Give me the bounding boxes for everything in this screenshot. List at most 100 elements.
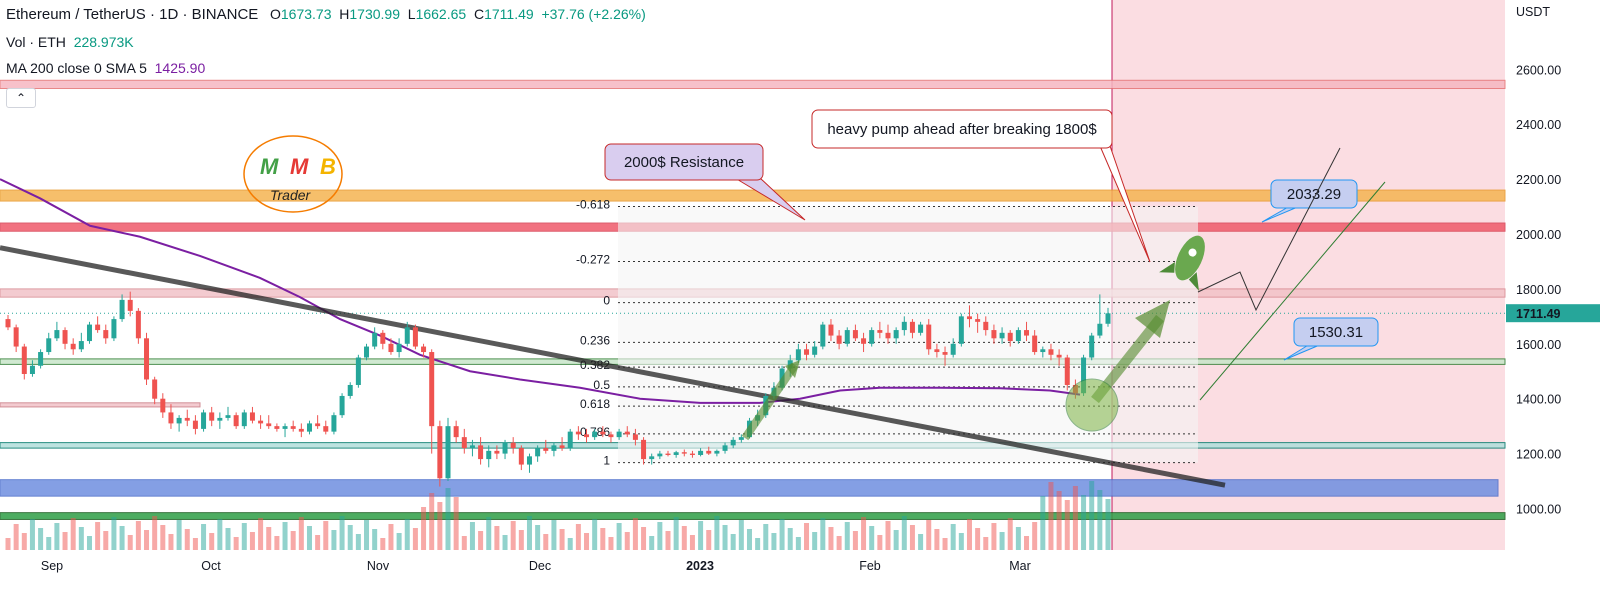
logo-letter: M (290, 154, 309, 179)
candle (290, 426, 296, 429)
target-low-label-text: 1530.31 (1309, 324, 1363, 341)
price-tick-label: 1400.00 (1516, 393, 1561, 407)
candle (364, 346, 370, 358)
current-price-badge (1506, 304, 1600, 323)
candle (543, 448, 549, 451)
zone-green-bottom (0, 512, 1506, 520)
candle (706, 450, 712, 454)
volume-bar (364, 520, 370, 550)
rocket-fin (1188, 272, 1199, 291)
candle (575, 431, 581, 435)
candle (38, 352, 44, 366)
volume-bar (624, 532, 630, 550)
volume-bar (225, 528, 231, 550)
candle (258, 420, 264, 424)
price-tick-label: 2600.00 (1516, 63, 1561, 77)
volume-bar (1105, 499, 1111, 550)
volume-bar (70, 518, 76, 550)
volume-bar (1015, 527, 1021, 550)
volume-bar (706, 530, 712, 550)
chevron-up-icon[interactable]: ⌃ (6, 88, 36, 108)
candle (861, 338, 867, 344)
volume-bar (478, 531, 484, 550)
candle (592, 431, 598, 438)
candle (1024, 330, 1030, 336)
candle (918, 324, 924, 333)
candle (698, 450, 704, 455)
candle (934, 349, 940, 353)
volume-bar (942, 538, 948, 550)
volume-bar (787, 528, 793, 550)
volume-bar (201, 524, 207, 550)
candle (535, 448, 541, 457)
pump-callout-text: heavy pump ahead after breaking 1800$ (827, 121, 1097, 138)
candle (478, 445, 484, 460)
candle (1105, 313, 1111, 324)
volume-bar (510, 521, 516, 550)
ma-legend[interactable]: MA 200 close 0 SMA 5 1425.90 (6, 60, 205, 76)
candle (54, 330, 60, 339)
candle (152, 379, 158, 399)
candle (445, 426, 451, 479)
candle (469, 445, 475, 449)
candle (429, 352, 435, 427)
pump-callout: heavy pump ahead after breaking 1800$ (811, 109, 1151, 263)
candle (649, 456, 655, 460)
volume-bar (681, 526, 687, 550)
price-tick-label: 1200.00 (1516, 448, 1561, 462)
zone-orange (0, 189, 1506, 202)
volume-bar (233, 537, 239, 550)
volume-bar (526, 516, 532, 550)
price-tick-label: 1800.00 (1516, 283, 1561, 297)
volume-bar (600, 528, 606, 550)
candle (909, 321, 915, 333)
volume-bar (494, 526, 500, 550)
ma200-line (0, 178, 1081, 404)
candle (168, 412, 174, 424)
volume-bar (380, 538, 386, 550)
volume-bar (176, 520, 182, 550)
candle (372, 332, 378, 347)
candle (282, 426, 288, 429)
candle (632, 434, 638, 440)
candle (926, 324, 932, 350)
projection-path-1 (1197, 147, 1341, 312)
volume-bar (95, 522, 101, 550)
time-tick-label: Dec (529, 559, 551, 573)
volume-bar (241, 523, 247, 550)
candle (396, 343, 402, 353)
target-high-label: 2033.29 (1261, 179, 1358, 223)
volume-bar (62, 532, 68, 550)
fib-label: 0.5 (593, 378, 610, 392)
volume-bar (1097, 490, 1103, 550)
target-high-label-text: 2033.29 (1287, 186, 1341, 203)
volume-bar (844, 522, 850, 550)
volume-bar (738, 520, 744, 550)
volume-bar (144, 530, 150, 550)
volume-legend[interactable]: Vol · ETH 228.973K (6, 34, 134, 50)
volume-bar (608, 537, 614, 550)
target-low-label: 1530.31 (1283, 317, 1379, 361)
time-tick-label: Oct (201, 559, 221, 573)
volume-bar (1089, 481, 1095, 550)
volume-bar (469, 522, 475, 550)
rocket-fin (1159, 261, 1175, 273)
volume-bar (779, 519, 785, 550)
candle (665, 453, 671, 455)
volume-bar (1007, 518, 1013, 550)
volume-bar (290, 531, 296, 550)
rocket-body (1175, 235, 1205, 281)
target-low-label-box (1293, 317, 1379, 347)
candle (1064, 357, 1070, 385)
volume-bar (152, 516, 158, 550)
candle (241, 412, 247, 427)
symbol-title[interactable]: Ethereum / TetherUS · 1D · BINANCE (6, 6, 259, 23)
logo-ring (243, 135, 343, 213)
candle (730, 439, 736, 446)
zone-pink-top (0, 79, 1506, 90)
volume-bar (445, 488, 451, 550)
volume-bar (893, 530, 899, 550)
volume-bar (1064, 500, 1070, 550)
